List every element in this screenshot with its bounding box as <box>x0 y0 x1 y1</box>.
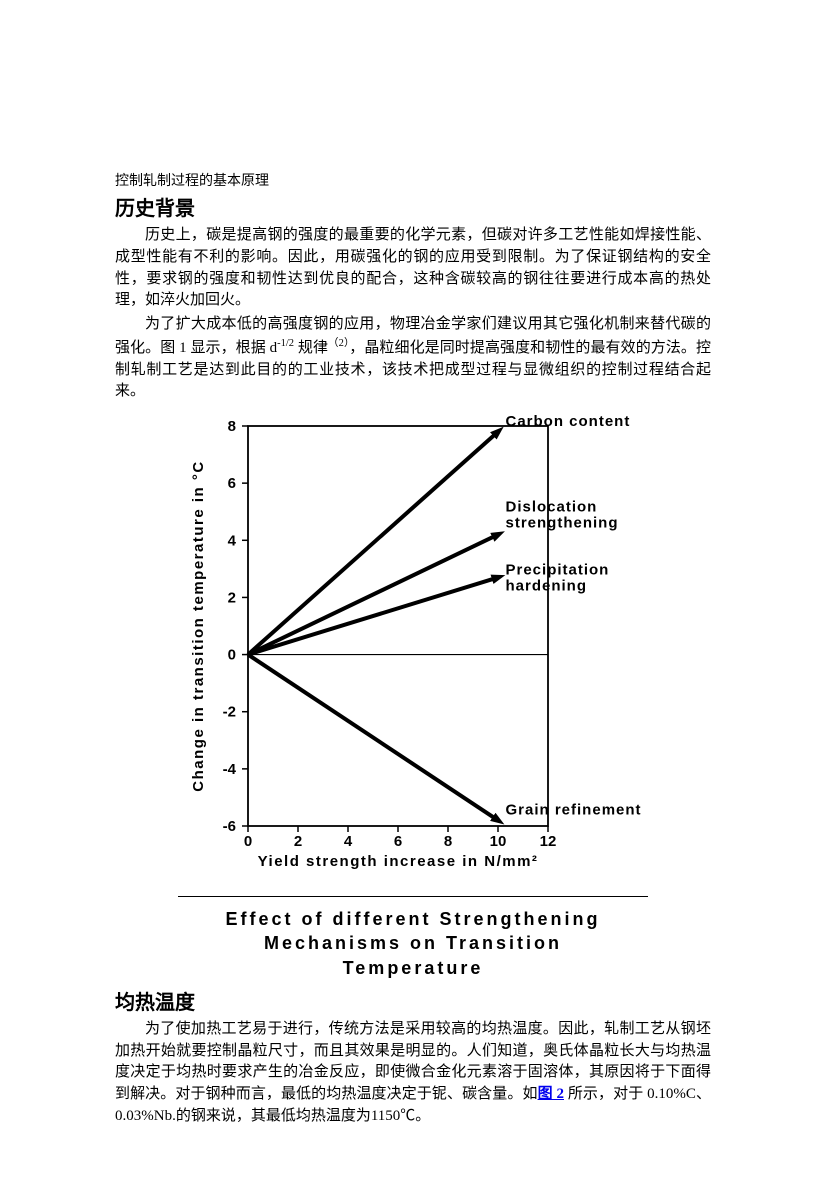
svg-text:Carbon content: Carbon content <box>506 413 631 430</box>
svg-text:2: 2 <box>294 833 302 850</box>
svg-text:4: 4 <box>228 532 237 549</box>
svg-text:12: 12 <box>540 833 557 850</box>
svg-text:6: 6 <box>394 833 402 850</box>
svg-text:8: 8 <box>444 833 452 850</box>
svg-text:0: 0 <box>228 647 236 664</box>
svg-text:4: 4 <box>344 833 353 850</box>
svg-text:-2: -2 <box>223 704 236 721</box>
svg-text:2: 2 <box>228 589 236 606</box>
svg-text:10: 10 <box>490 833 507 850</box>
svg-text:Dislocation: Dislocation <box>506 499 598 516</box>
d-exp: -1/2 <box>277 340 294 356</box>
paragraph-2: 为了扩大成本低的高强度钢的应用，物理冶金学家们建议用其它强化机制来替代碳的强化。… <box>115 314 711 403</box>
chart-figure-1: 0 2 4 6 8 10 12 -6 -4 -2 0 2 4 6 8 Carbon content Disloc… <box>178 411 648 980</box>
svg-text:8: 8 <box>228 418 236 435</box>
svg-text:Yield strength increase in N/m: Yield strength increase in N/mm² <box>258 853 539 870</box>
svg-text:-6: -6 <box>223 818 236 835</box>
svg-text:-4: -4 <box>223 761 237 778</box>
ref-sup: （2） <box>328 340 349 356</box>
heading-history: 历史背景 <box>115 192 711 221</box>
svg-text:Grain refinement: Grain refinement <box>506 802 642 819</box>
svg-text:6: 6 <box>228 475 236 492</box>
paragraph-3: 为了使加热工艺易于进行，传统方法是采用较高的均热温度。因此，轧制工艺从钢坯加热开… <box>115 1019 711 1128</box>
chart-caption: Effect of different Strengthening Mechan… <box>178 896 648 980</box>
figure-2-link[interactable]: 图 2 <box>538 1086 564 1102</box>
svg-text:Precipitation: Precipitation <box>506 562 610 579</box>
svg-text:hardening: hardening <box>506 578 588 595</box>
subtitle: 控制轧制过程的基本原理 <box>115 170 711 190</box>
svg-text:0: 0 <box>244 833 252 850</box>
svg-text:Change in transition temperatu: Change in transition temperature in °C <box>190 460 207 791</box>
heading-soaking: 均热温度 <box>115 986 711 1015</box>
svg-text:strengthening: strengthening <box>506 515 619 532</box>
paragraph-1: 历史上，碳是提高钢的强度的最重要的化学元素，但碳对许多工艺性能如焊接性能、成型性… <box>115 225 711 312</box>
